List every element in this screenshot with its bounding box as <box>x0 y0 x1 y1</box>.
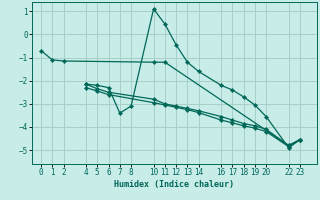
X-axis label: Humidex (Indice chaleur): Humidex (Indice chaleur) <box>115 180 234 189</box>
